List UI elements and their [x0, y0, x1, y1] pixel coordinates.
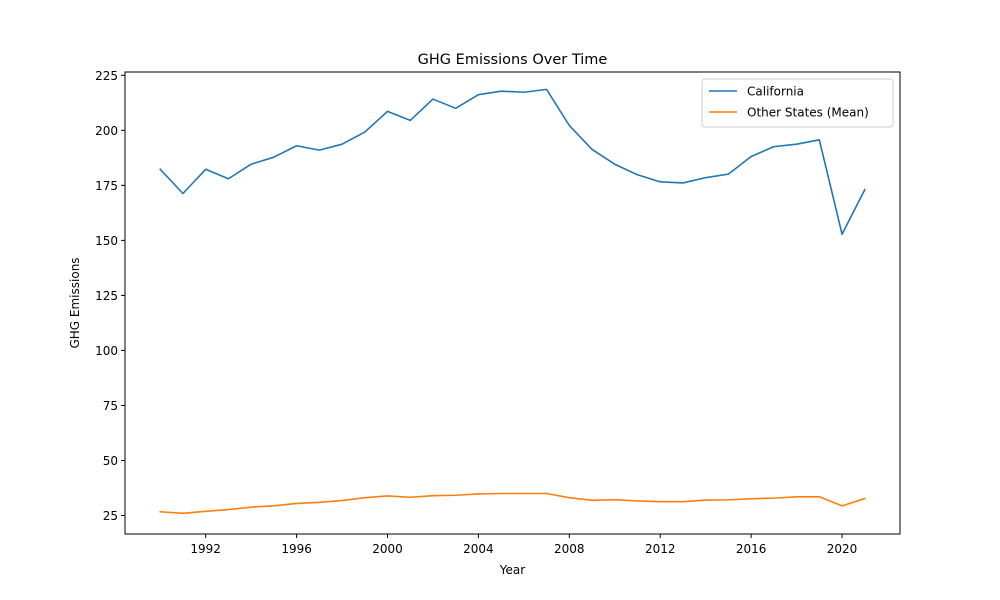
y-tick-label-75: 75 [103, 399, 118, 413]
x-axis-label: Year [499, 563, 525, 577]
x-tick-label-2004: 2004 [463, 542, 494, 556]
y-tick-label-50: 50 [103, 454, 118, 468]
y-tick-label-225: 225 [95, 69, 118, 83]
legend-box [701, 78, 894, 128]
x-tick-label-1992: 1992 [190, 542, 221, 556]
chart-title: GHG Emissions Over Time [418, 52, 608, 68]
series-layer [159, 88, 866, 515]
series-line-other-states-mean [159, 492, 866, 515]
plot-background [125, 72, 900, 534]
y-axis-ticks: 25 50 75 100 125 150 175 200 225 [95, 69, 125, 523]
legend-label-california: California [747, 85, 804, 99]
x-tick-label-2012: 2012 [645, 542, 676, 556]
legend-label-other-states: Other States (Mean) [747, 106, 869, 120]
series-line-california [159, 88, 866, 236]
y-axis-label: GHG Emissions [68, 257, 82, 348]
y-tick-label-200: 200 [95, 124, 118, 138]
x-tick-label-2020: 2020 [827, 542, 858, 556]
plot-frame [124, 71, 901, 535]
y-tick-label-125: 125 [95, 289, 118, 303]
x-tick-label-2008: 2008 [554, 542, 585, 556]
x-axis-ticks: 1992 1996 2000 2004 2008 2012 2016 2020 [190, 534, 857, 556]
y-tick-label-175: 175 [95, 179, 118, 193]
y-tick-label-150: 150 [95, 234, 118, 248]
x-tick-label-2000: 2000 [372, 542, 403, 556]
legend: California Other States (Mean) [701, 78, 894, 128]
x-tick-label-2016: 2016 [736, 542, 767, 556]
x-tick-label-1996: 1996 [281, 542, 312, 556]
y-tick-label-25: 25 [103, 509, 118, 523]
y-tick-label-100: 100 [95, 344, 118, 358]
